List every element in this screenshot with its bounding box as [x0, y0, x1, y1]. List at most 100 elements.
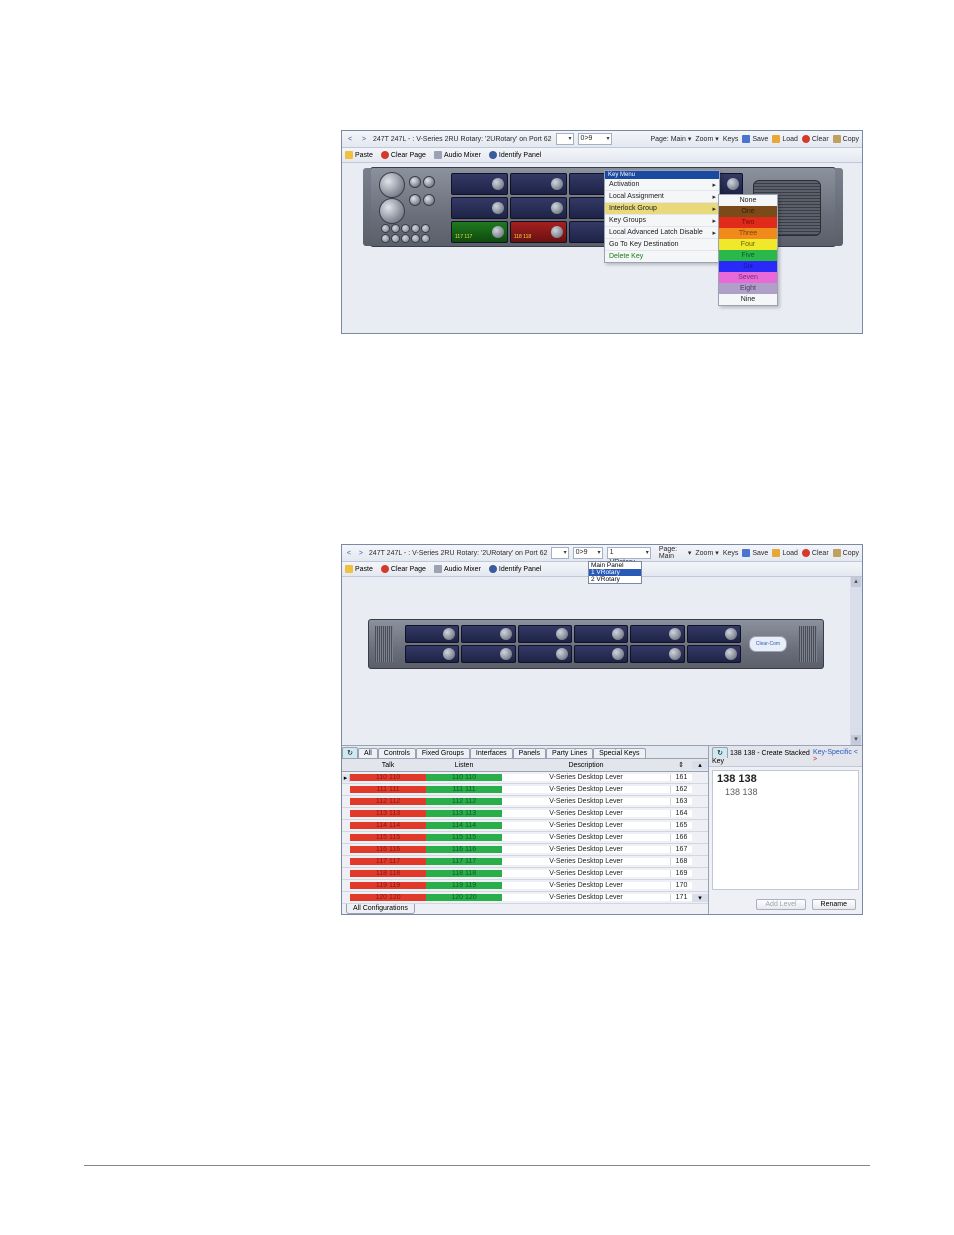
panel-key[interactable]: 118 118 [510, 221, 567, 243]
nav-prev-button[interactable]: < [345, 136, 355, 143]
context-item[interactable]: Local Advanced Latch Disable▸ [605, 227, 719, 239]
identify-panel-button[interactable]: Identify Panel [489, 565, 541, 573]
interlock-option[interactable]: Two [719, 217, 777, 228]
tab-item[interactable]: Interfaces [470, 748, 513, 758]
panel-key[interactable] [687, 645, 741, 663]
panel-key[interactable] [574, 625, 628, 643]
title-dropdown[interactable] [551, 547, 568, 559]
tab-item[interactable]: Party Lines [546, 748, 593, 758]
panel-key[interactable] [574, 645, 628, 663]
knob-small-2[interactable] [423, 176, 435, 188]
page-range[interactable]: 0>9 [573, 547, 603, 559]
table-row[interactable]: 114 114114 114V-Series Desktop Lever165 [342, 820, 708, 832]
page-dropdown[interactable]: Page: Main ▾ [659, 546, 692, 560]
zoom-dropdown[interactable]: Zoom ▾ [695, 549, 718, 557]
zoom-dropdown[interactable]: Zoom ▾ [695, 135, 718, 143]
knob-small-4[interactable] [423, 194, 435, 206]
keys-dropdown[interactable]: Keys [723, 136, 739, 143]
load-button[interactable]: Load [772, 549, 798, 557]
nav-next-button[interactable]: > [359, 136, 369, 143]
copy-button[interactable]: Copy [833, 549, 859, 557]
audio-mixer-button[interactable]: Audio Mixer [434, 151, 481, 159]
panel-option[interactable]: 1 VRotary [589, 569, 641, 576]
panel-key[interactable] [461, 625, 515, 643]
load-button[interactable]: Load [772, 135, 798, 143]
table-row[interactable]: 120 120120 120V-Series Desktop Lever171▾ [342, 892, 708, 904]
mini-btn-8[interactable] [401, 234, 410, 243]
add-level-button[interactable]: Add Level [756, 899, 805, 910]
panel-key[interactable] [451, 197, 508, 219]
context-item[interactable]: Delete Key [605, 251, 719, 262]
knob-small-3[interactable] [409, 194, 421, 206]
knob-main-2[interactable] [379, 198, 405, 224]
mini-btn-1[interactable] [381, 224, 390, 233]
key-specific-link[interactable]: Key-Specific < > [813, 749, 859, 763]
panel-key[interactable]: 117 117 [451, 221, 508, 243]
tab-item[interactable]: Controls [378, 748, 416, 758]
context-item[interactable]: Go To Key Destination [605, 239, 719, 251]
panel-option[interactable]: 2 VRotary [589, 576, 641, 583]
interlock-option[interactable]: Six [719, 261, 777, 272]
all-configurations-tab[interactable]: All Configurations [346, 904, 415, 914]
panel-key[interactable] [510, 173, 567, 195]
interlock-option[interactable]: Eight [719, 283, 777, 294]
clear-page-button[interactable]: Clear Page [381, 565, 426, 573]
interlock-option[interactable]: Three [719, 228, 777, 239]
audio-mixer-button[interactable]: Audio Mixer [434, 565, 481, 573]
nav-next-button[interactable]: > [357, 550, 365, 557]
refresh-tab[interactable]: ↻ [342, 747, 358, 758]
table-row[interactable]: 115 115115 115V-Series Desktop Lever166 [342, 832, 708, 844]
mini-btn-3[interactable] [401, 224, 410, 233]
scroll-up-icon[interactable]: ▴ [692, 761, 708, 769]
interlock-option[interactable]: None [719, 195, 777, 206]
paste-button[interactable]: Paste [345, 565, 373, 573]
refresh-icon[interactable]: ↻ [712, 747, 728, 758]
knob-main-1[interactable] [379, 172, 405, 198]
table-row[interactable]: 111 111111 111V-Series Desktop Lever162 [342, 784, 708, 796]
table-row[interactable]: 116 116116 116V-Series Desktop Lever167 [342, 844, 708, 856]
mini-btn-10[interactable] [421, 234, 430, 243]
table-row[interactable]: 118 118118 118V-Series Desktop Lever169 [342, 868, 708, 880]
col-id[interactable]: ⇕ [670, 761, 692, 769]
interlock-option[interactable]: Nine [719, 294, 777, 305]
panel-key[interactable] [510, 197, 567, 219]
panel-key[interactable] [461, 645, 515, 663]
context-item[interactable]: Local Assignment▸ [605, 191, 719, 203]
clear-button[interactable]: Clear [802, 549, 829, 557]
table-row[interactable]: 117 117117 117V-Series Desktop Lever168 [342, 856, 708, 868]
save-button[interactable]: Save [742, 549, 768, 557]
tab-item[interactable]: All [358, 748, 378, 758]
context-item[interactable]: Key Groups▸ [605, 215, 719, 227]
page-range[interactable]: 0>9 [578, 133, 612, 145]
panel-option[interactable]: Main Panel [589, 562, 641, 569]
keys-dropdown[interactable]: Keys [723, 550, 739, 557]
tab-item[interactable]: Panels [513, 748, 546, 758]
scroll-up-button[interactable]: ▴ [851, 577, 861, 587]
panel-key[interactable] [630, 625, 684, 643]
table-row[interactable]: ▸110 110110 110V-Series Desktop Lever161 [342, 772, 708, 784]
panel-key[interactable] [518, 645, 572, 663]
mini-btn-9[interactable] [411, 234, 420, 243]
interlock-option[interactable]: One [719, 206, 777, 217]
page-dropdown[interactable]: Page: Main ▾ [650, 135, 691, 143]
panel-key[interactable] [405, 645, 459, 663]
save-button[interactable]: Save [742, 135, 768, 143]
tab-item[interactable]: Fixed Groups [416, 748, 470, 758]
paste-button[interactable]: Paste [345, 151, 373, 159]
mini-btn-5[interactable] [421, 224, 430, 233]
panel-key[interactable] [518, 625, 572, 643]
panel-key[interactable] [630, 645, 684, 663]
title-dropdown[interactable] [556, 133, 574, 145]
mini-btn-2[interactable] [391, 224, 400, 233]
interlock-option[interactable]: Five [719, 250, 777, 261]
table-row[interactable]: 113 113113 113V-Series Desktop Lever164 [342, 808, 708, 820]
panel-key[interactable] [687, 625, 741, 643]
panel-select-open-list[interactable]: Main Panel1 VRotary2 VRotary [588, 561, 642, 584]
panel-key[interactable] [451, 173, 508, 195]
tab-item[interactable]: Special Keys [593, 748, 645, 758]
clear-button[interactable]: Clear [802, 135, 829, 143]
identify-panel-button[interactable]: Identify Panel [489, 151, 541, 159]
knob-small-1[interactable] [409, 176, 421, 188]
copy-button[interactable]: Copy [833, 135, 859, 143]
context-item[interactable]: Interlock Group▸ [605, 203, 719, 215]
